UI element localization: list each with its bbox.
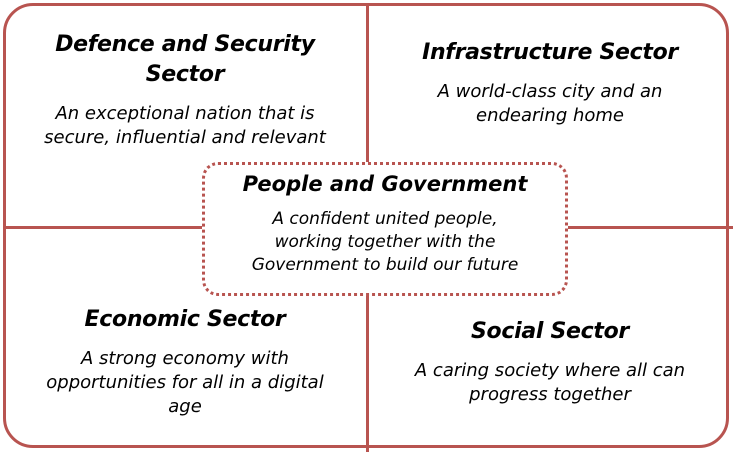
quadrant-desc-line: A world-class city and an <box>437 81 663 102</box>
quadrant-desc-line: age <box>168 396 202 417</box>
center-desc-line: Government to build our future <box>251 255 519 275</box>
quadrant-title: Economic Sector <box>20 305 350 335</box>
quadrant-title: Infrastructure Sector <box>385 38 715 68</box>
quadrant-social: Social Sector A caring society where all… <box>385 317 715 407</box>
quadrant-title: Social Sector <box>385 317 715 347</box>
center-desc-line: working together with the <box>274 232 496 252</box>
quadrant-title: Defence and Security Sector <box>20 30 350 90</box>
quadrant-desc-line: A strong economy with <box>81 348 289 369</box>
quadrant-defence-security: Defence and Security Sector An exception… <box>20 30 350 150</box>
quadrant-title-line: Infrastructure Sector <box>422 40 678 65</box>
quadrant-desc-line: secure, influential and relevant <box>44 127 326 148</box>
center-title: People and Government <box>242 172 528 196</box>
quadrant-economic: Economic Sector A strong economy with op… <box>20 305 350 419</box>
quadrant-title-line: Economic Sector <box>84 307 286 332</box>
quadrant-desc-line: progress together <box>469 384 631 405</box>
quadrant-title-line: Defence and Security <box>55 32 315 57</box>
quadrant-infrastructure: Infrastructure Sector A world-class city… <box>385 38 715 128</box>
quadrant-description: A strong economy with opportunities for … <box>20 347 350 419</box>
center-description: A confident united people, working toget… <box>205 208 565 277</box>
quadrant-description: A world-class city and an endearing home <box>385 80 715 128</box>
quadrant-title-line: Social Sector <box>471 319 629 344</box>
quadrant-desc-line: opportunities for all in a digital <box>46 372 324 393</box>
quadrant-desc-line: An exceptional nation that is <box>55 103 315 124</box>
quadrant-description: An exceptional nation that is secure, in… <box>20 102 350 150</box>
center-box-people-government: People and Government A confident united… <box>202 162 568 296</box>
quadrant-title-line: Sector <box>145 62 225 87</box>
quadrant-desc-line: A caring society where all can <box>414 360 686 381</box>
quadrant-description: A caring society where all can progress … <box>385 359 715 407</box>
quadrant-desc-line: endearing home <box>476 105 624 126</box>
center-desc-line: A confident united people, <box>272 209 498 229</box>
